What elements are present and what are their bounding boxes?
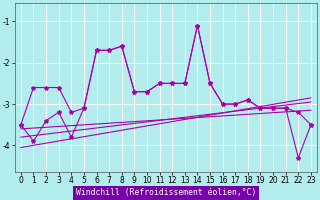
X-axis label: Windchill (Refroidissement éolien,°C): Windchill (Refroidissement éolien,°C) — [76, 188, 256, 197]
